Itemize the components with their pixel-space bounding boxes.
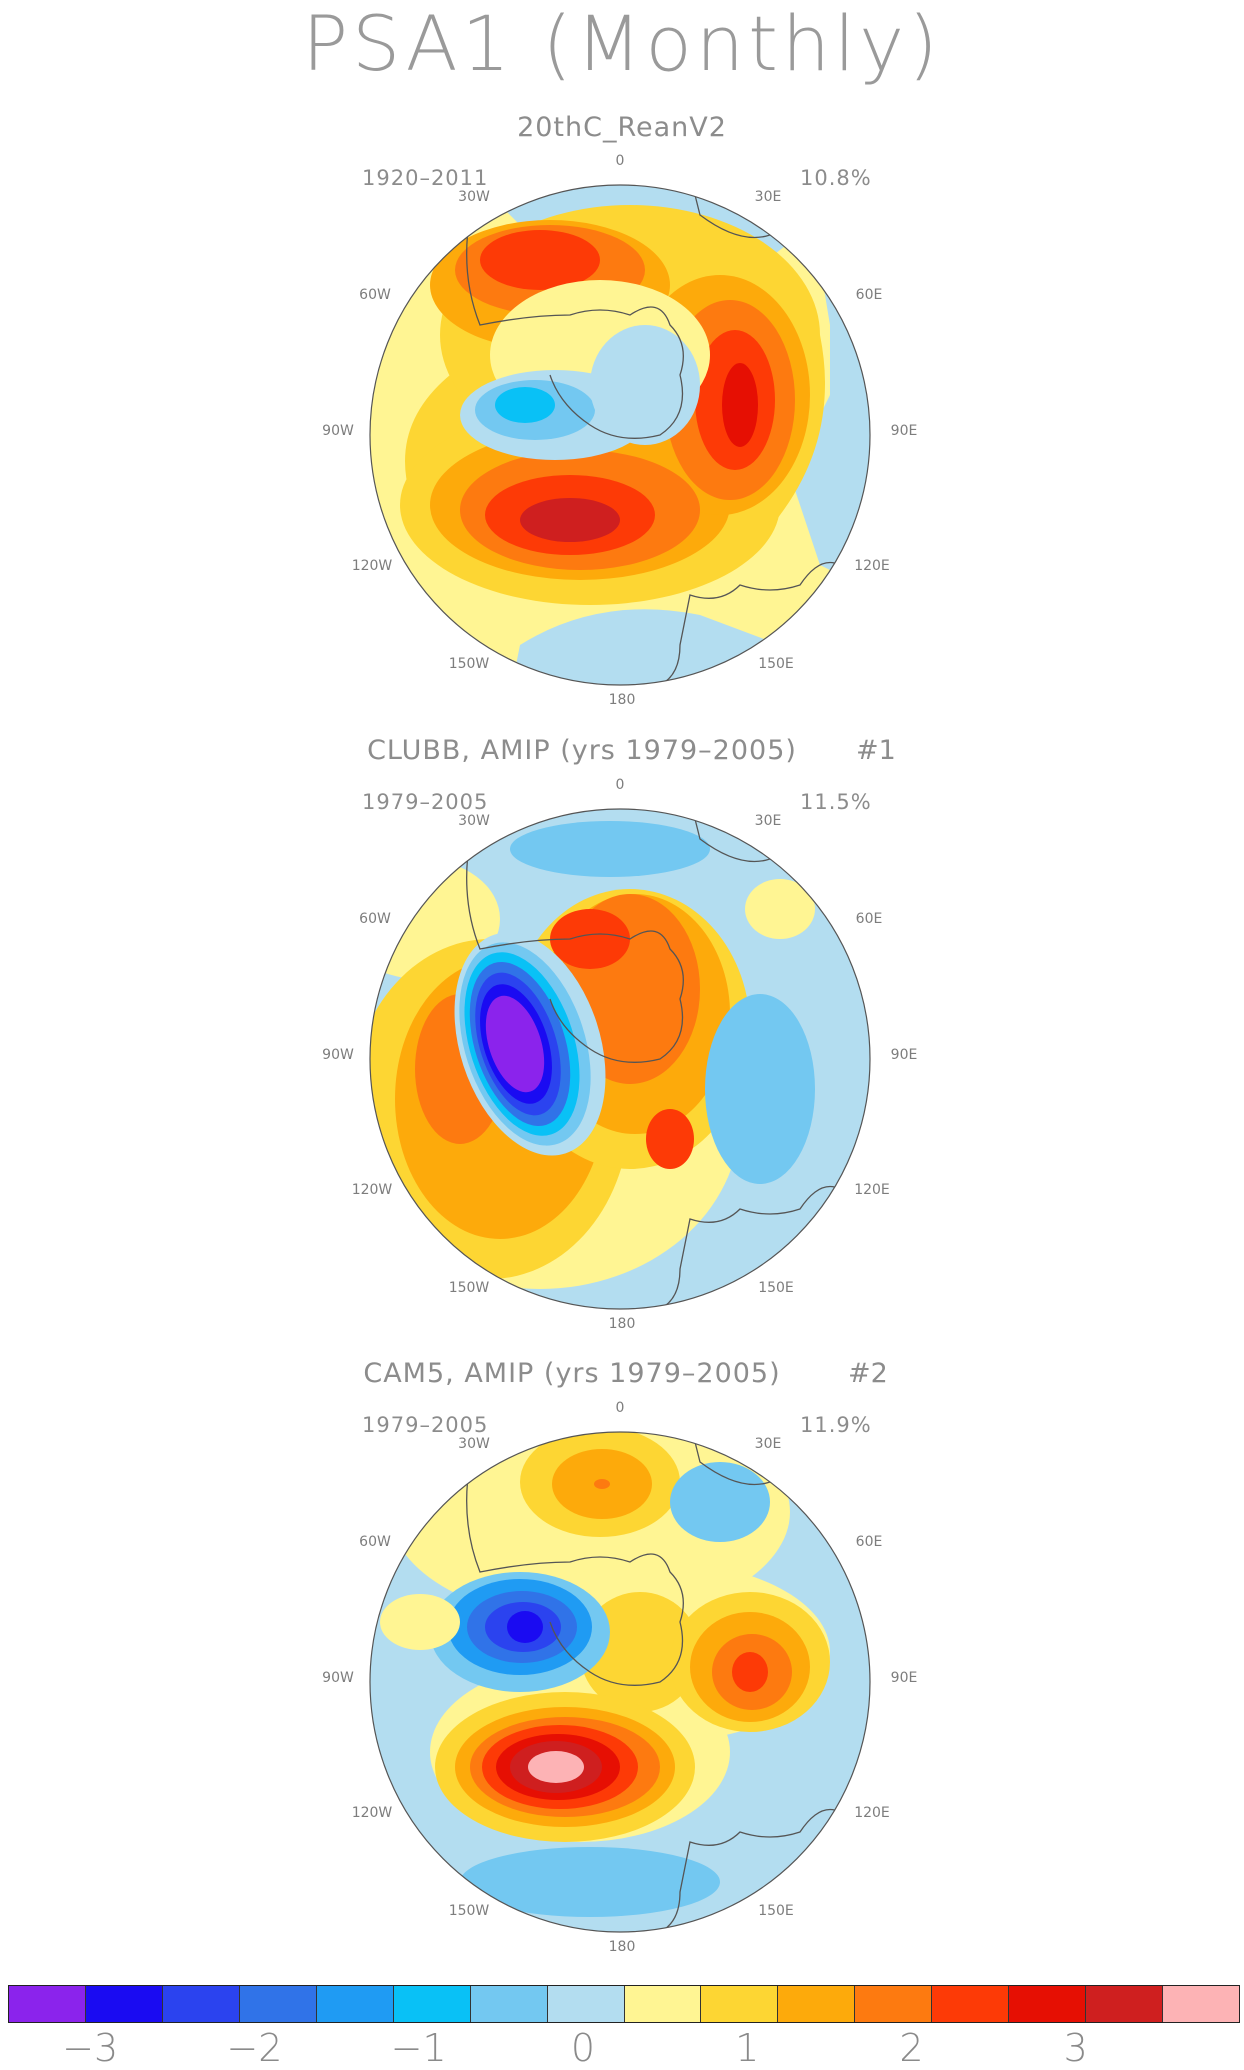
- panel-2-lon-30e: 30E: [754, 813, 782, 829]
- colorbar-tick-label: −3: [62, 2026, 119, 2070]
- panel-1-lon-60e: 60E: [855, 287, 883, 303]
- colorbar-tick-label: −1: [390, 2026, 447, 2070]
- colorbar-tick-label: 1: [735, 2026, 760, 2070]
- colorbar: [8, 1985, 1240, 2023]
- panel-2-lon-30w: 30W: [458, 813, 490, 829]
- panel-2-lon-60w: 60W: [359, 911, 391, 927]
- panel-2-lon-120w: 120W: [351, 1182, 393, 1198]
- panel-3-number: #2: [848, 1358, 888, 1389]
- panel-1-period: 1920–2011: [362, 166, 489, 190]
- panel-1-lon-120e: 120E: [854, 558, 890, 574]
- colorbar-swatch: [85, 1986, 163, 2022]
- panel-1-lon-150e: 150E: [758, 656, 794, 672]
- colorbar-tick-label: 3: [1063, 2026, 1088, 2070]
- panel-3-lon-0: 0: [615, 1400, 625, 1416]
- panel-2-number: #1: [856, 735, 896, 766]
- colorbar-swatch: [9, 1986, 86, 2022]
- panel-1-lon-30w: 30W: [458, 189, 490, 205]
- panel-3-lon-180: 180: [608, 1939, 636, 1955]
- panel-1-lon-150w: 150W: [448, 656, 490, 672]
- panel-3-lon-60w: 60W: [359, 1534, 391, 1550]
- panel-2-title: CLUBB, AMIP (yrs 1979–2005): [367, 735, 797, 766]
- colorbar-swatch: [855, 1986, 933, 2022]
- panel-3-lon-150w: 150W: [448, 1903, 490, 1919]
- figure-title: PSA1 (Monthly): [302, 0, 942, 88]
- colorbar-swatch: [470, 1986, 548, 2022]
- panel-2-lon-90e: 90E: [890, 1047, 918, 1063]
- colorbar-tick-label: 0: [570, 2026, 596, 2070]
- colorbar-tick-label: 2: [899, 2026, 924, 2070]
- coastline: [466, 185, 870, 685]
- colorbar-swatch: [1163, 1986, 1239, 2022]
- panel-3-lon-120e: 120E: [854, 1805, 890, 1821]
- colorbar-swatch: [1009, 1986, 1087, 2022]
- colorbar-swatch: [393, 1986, 471, 2022]
- panel-1-lon-120w: 120W: [351, 558, 393, 574]
- panel-2-lon-90w: 90W: [322, 1047, 354, 1063]
- panel-1-lon-60w: 60W: [359, 287, 391, 303]
- panel-1-lon-90w: 90W: [322, 423, 354, 439]
- panel-2-lon-150e: 150E: [758, 1280, 794, 1296]
- colorbar-swatch: [316, 1986, 394, 2022]
- panel-3-title: CAM5, AMIP (yrs 1979–2005): [363, 1358, 781, 1389]
- panel-2-period: 1979–2005: [362, 790, 489, 814]
- panel-3-lon-30e: 30E: [754, 1436, 782, 1452]
- panel-1-lon-30e: 30E: [754, 189, 782, 205]
- panel-3-lon-60e: 60E: [855, 1534, 883, 1550]
- panel-1-lon-90e: 90E: [890, 423, 918, 439]
- panel-3-map: [369, 1431, 871, 1933]
- colorbar-swatch: [932, 1986, 1010, 2022]
- colorbar-swatch: [239, 1986, 317, 2022]
- colorbar-swatch: [547, 1986, 625, 2022]
- panel-2-variance: 11.5%: [800, 790, 872, 814]
- panel-2-lon-60e: 60E: [855, 911, 883, 927]
- colorbar-swatch: [1086, 1986, 1164, 2022]
- colorbar-swatch: [701, 1986, 779, 2022]
- colorbar-swatch: [778, 1986, 856, 2022]
- panel-1-lon-0: 0: [615, 153, 625, 169]
- panel-2-lon-0: 0: [615, 777, 625, 793]
- panel-1-title: 20thC_ReanV2: [517, 112, 727, 143]
- panel-3-variance: 11.9%: [800, 1413, 872, 1437]
- panel-3-lon-150e: 150E: [758, 1903, 794, 1919]
- panel-2-lon-180: 180: [608, 1316, 636, 1332]
- panel-2-lon-150w: 150W: [448, 1280, 490, 1296]
- panel-1-lon-180: 180: [608, 692, 636, 708]
- colorbar-tick-label: −2: [226, 2026, 283, 2070]
- panel-1-map: [369, 184, 871, 686]
- panel-3-lon-30w: 30W: [458, 1436, 490, 1452]
- panel-1-variance: 10.8%: [800, 166, 872, 190]
- panel-2-map: [369, 808, 871, 1310]
- panel-3-lon-90w: 90W: [322, 1670, 354, 1686]
- colorbar-swatch: [624, 1986, 702, 2022]
- panel-3-period: 1979–2005: [362, 1413, 489, 1437]
- colorbar-swatch: [162, 1986, 240, 2022]
- panel-3-lon-120w: 120W: [351, 1805, 393, 1821]
- panel-3-lon-90e: 90E: [890, 1670, 918, 1686]
- panel-2-lon-120e: 120E: [854, 1182, 890, 1198]
